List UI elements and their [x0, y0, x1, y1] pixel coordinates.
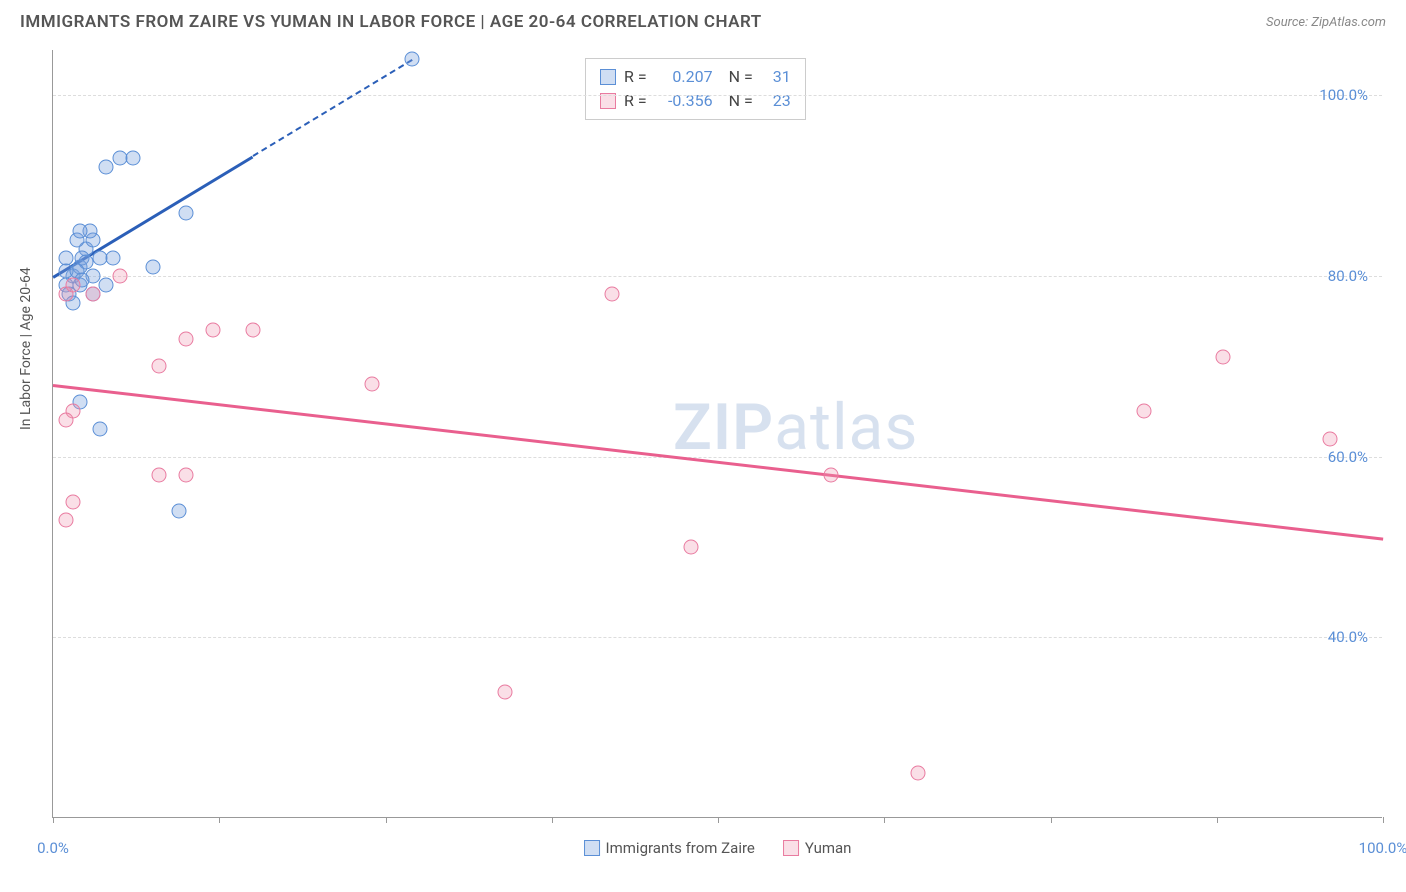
- y-axis-label: In Labor Force | Age 20-64: [18, 267, 34, 430]
- scatter-point: [65, 277, 80, 292]
- trend-line: [53, 384, 1383, 540]
- scatter-point: [1216, 350, 1231, 365]
- gridline: [53, 276, 1382, 277]
- scatter-point: [99, 160, 114, 175]
- scatter-point: [105, 250, 120, 265]
- scatter-point: [498, 684, 513, 699]
- x-tick-label: 0.0%: [37, 839, 69, 857]
- stat-n-label: N =: [729, 89, 753, 113]
- gridline: [53, 637, 1382, 638]
- x-tick: [53, 817, 54, 823]
- scatter-point: [65, 494, 80, 509]
- scatter-point: [85, 286, 100, 301]
- scatter-point: [365, 377, 380, 392]
- gridline: [53, 95, 1382, 96]
- chart-title: IMMIGRANTS FROM ZAIRE VS YUMAN IN LABOR …: [20, 12, 762, 32]
- plot-area: ZIPatlas R =0.207N =31R =-0.356N =23 Imm…: [52, 50, 1382, 818]
- source-attribution: Source: ZipAtlas.com: [1266, 15, 1386, 30]
- legend-swatch: [584, 840, 600, 856]
- scatter-point: [59, 512, 74, 527]
- scatter-point: [179, 332, 194, 347]
- scatter-point: [152, 359, 167, 374]
- legend: Immigrants from Zaire Yuman: [584, 839, 852, 857]
- scatter-point: [604, 286, 619, 301]
- stat-n-value: 23: [761, 89, 791, 113]
- scatter-point: [152, 467, 167, 482]
- x-tick-label: 100.0%: [1359, 839, 1406, 857]
- x-tick: [219, 817, 220, 823]
- legend-label: Immigrants from Zaire: [606, 839, 755, 857]
- scatter-point: [179, 205, 194, 220]
- scatter-point: [910, 765, 925, 780]
- trend-line: [252, 59, 413, 157]
- legend-item: Yuman: [783, 839, 852, 857]
- y-tick-label: 40.0%: [1328, 628, 1368, 646]
- watermark: ZIPatlas: [673, 390, 918, 465]
- scatter-point: [99, 277, 114, 292]
- x-tick: [1217, 817, 1218, 823]
- y-tick-label: 100.0%: [1319, 86, 1368, 104]
- y-tick-label: 60.0%: [1328, 448, 1368, 466]
- x-tick: [1383, 817, 1384, 823]
- scatter-point: [1322, 431, 1337, 446]
- title-bar: IMMIGRANTS FROM ZAIRE VS YUMAN IN LABOR …: [20, 12, 1386, 32]
- scatter-point: [179, 467, 194, 482]
- stat-n-value: 31: [761, 65, 791, 89]
- scatter-point: [684, 539, 699, 554]
- stats-row: R = 0.207 N = 31: [600, 65, 791, 89]
- scatter-point: [205, 323, 220, 338]
- stat-r-label: R =: [624, 65, 647, 89]
- scatter-point: [112, 268, 127, 283]
- scatter-point: [92, 422, 107, 437]
- stats-row: R = -0.356 N = 23: [600, 89, 791, 113]
- correlation-stats-box: R = 0.207 N = 31 R = -0.356 N = 23: [585, 58, 806, 120]
- legend-item: Immigrants from Zaire: [584, 839, 755, 857]
- gridline: [53, 457, 1382, 458]
- scatter-point: [1136, 404, 1151, 419]
- x-tick: [1051, 817, 1052, 823]
- stats-swatch: [600, 69, 616, 85]
- scatter-point: [125, 151, 140, 166]
- scatter-point: [405, 52, 420, 67]
- legend-label: Yuman: [805, 839, 852, 857]
- scatter-point: [59, 413, 74, 428]
- stat-n-label: N =: [729, 65, 753, 89]
- x-tick: [884, 817, 885, 823]
- stat-r-value: 0.207: [655, 65, 713, 89]
- scatter-point: [824, 467, 839, 482]
- scatter-point: [172, 503, 187, 518]
- y-tick-label: 80.0%: [1328, 267, 1368, 285]
- scatter-point: [245, 323, 260, 338]
- x-tick: [386, 817, 387, 823]
- scatter-point: [145, 259, 160, 274]
- x-tick: [552, 817, 553, 823]
- legend-swatch: [783, 840, 799, 856]
- x-tick: [718, 817, 719, 823]
- stat-r-label: R =: [624, 89, 647, 113]
- scatter-point: [72, 223, 87, 238]
- stat-r-value: -0.356: [655, 89, 713, 113]
